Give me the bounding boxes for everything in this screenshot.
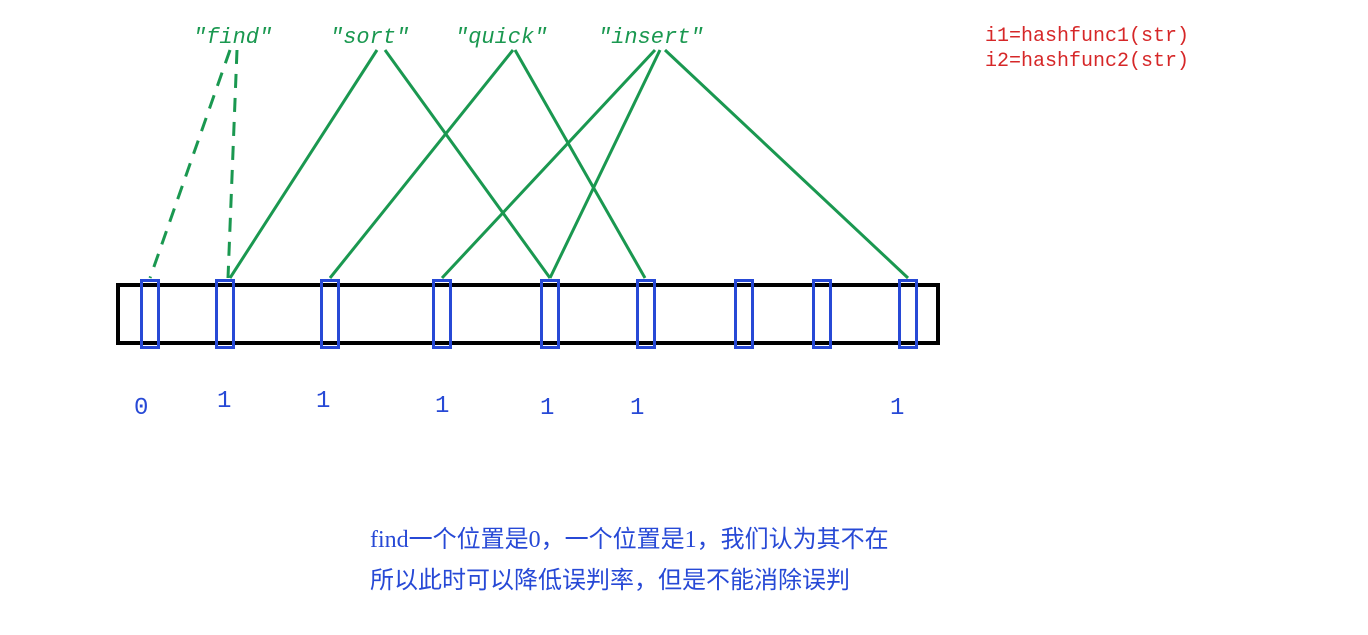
bit-label-1: 1 [217, 388, 231, 415]
bit-cell-7 [812, 279, 832, 349]
bit-cell-1 [215, 279, 235, 349]
hash-line-8 [665, 50, 908, 278]
hash-line-4 [330, 50, 513, 278]
bit-cell-2 [320, 279, 340, 349]
hash-line-0 [150, 50, 230, 278]
bit-label-0: 0 [134, 395, 148, 422]
hash-line-3 [385, 50, 550, 278]
caption-line1: find一个位置是0，一个位置是1，我们认为其不在 [370, 527, 889, 553]
caption-line2: 所以此时可以降低误判率，但是不能消除误判 [370, 568, 850, 594]
bit-label-8: 1 [890, 395, 904, 422]
bit-label-3: 1 [435, 393, 449, 420]
hash-info-line1: i1=hashfunc1(str) [985, 25, 1189, 48]
bit-cell-4 [540, 279, 560, 349]
bit-cell-5 [636, 279, 656, 349]
bit-label-5: 1 [630, 395, 644, 422]
bit-cell-0 [140, 279, 160, 349]
word-label-0: "find" [193, 25, 272, 50]
hash-line-6 [442, 50, 655, 278]
word-label-1: "sort" [330, 25, 409, 50]
hash-line-1 [228, 50, 237, 278]
hash-info-line2: i2=hashfunc2(str) [985, 50, 1189, 73]
word-label-3: "insert" [598, 25, 704, 50]
bit-label-4: 1 [540, 395, 554, 422]
caption: find一个位置是0，一个位置是1，我们认为其不在 所以此时可以降低误判率，但是… [370, 520, 889, 602]
word-label-2: "quick" [455, 25, 547, 50]
hash-line-5 [515, 50, 645, 278]
bit-cell-8 [898, 279, 918, 349]
bit-cell-3 [432, 279, 452, 349]
hash-line-2 [230, 50, 377, 278]
bit-cell-6 [734, 279, 754, 349]
hash-line-7 [550, 50, 660, 278]
bit-label-2: 1 [316, 388, 330, 415]
